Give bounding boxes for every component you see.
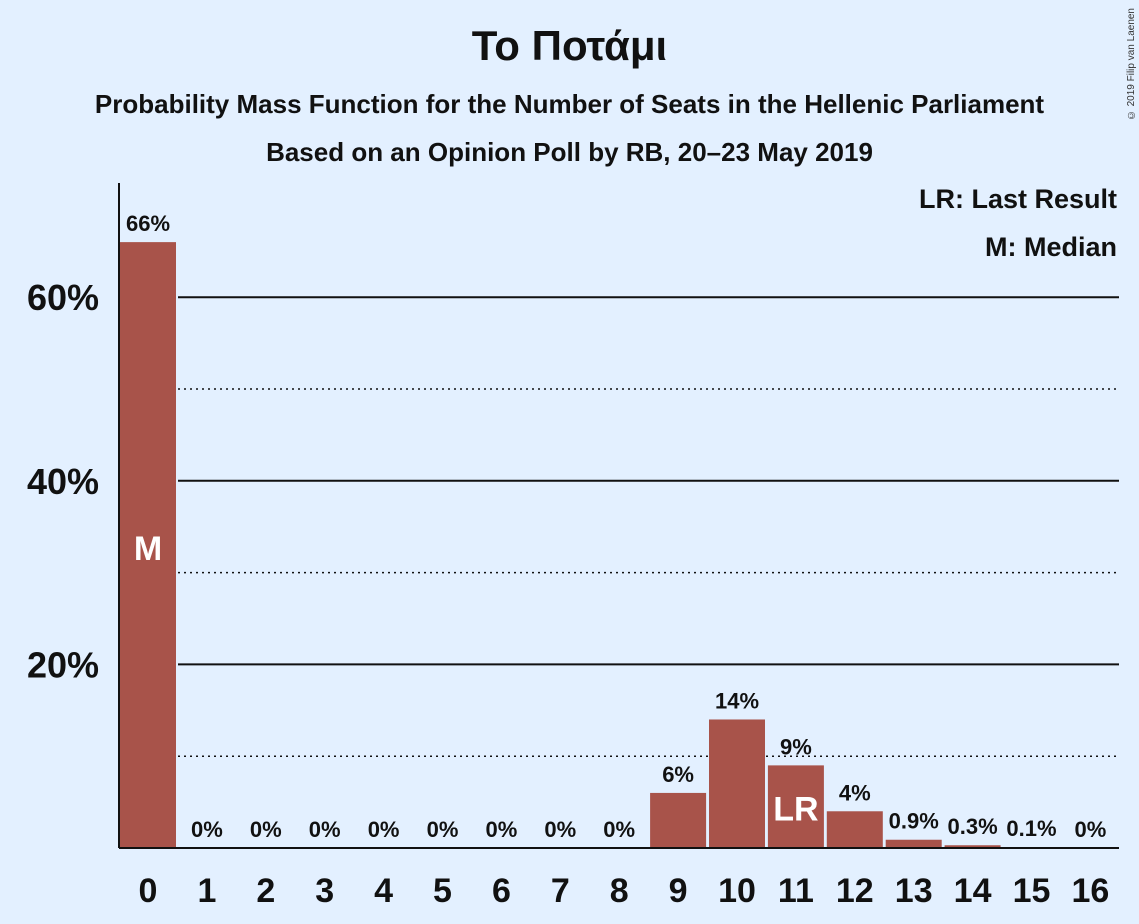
x-tick-label-11: 11 bbox=[778, 872, 814, 910]
x-tick-label-9: 9 bbox=[669, 872, 688, 910]
x-tick-label-2: 2 bbox=[256, 872, 275, 910]
x-tick-label-10: 10 bbox=[718, 872, 756, 910]
x-tick-label-3: 3 bbox=[315, 872, 334, 910]
legend-median: M: Median bbox=[985, 232, 1117, 262]
x-tick-label-12: 12 bbox=[836, 872, 874, 910]
bar-0 bbox=[120, 242, 176, 848]
x-tick-label-16: 16 bbox=[1071, 872, 1109, 910]
bar-value-label-5: 0% bbox=[427, 817, 459, 842]
y-tick-label: 60% bbox=[27, 277, 99, 318]
marker-m: M bbox=[134, 530, 162, 568]
marker-lr: LR bbox=[773, 791, 818, 829]
legend-last-result: LR: Last Result bbox=[918, 184, 1117, 214]
bar-value-label-16: 0% bbox=[1075, 817, 1107, 842]
y-tick-label: 20% bbox=[27, 644, 99, 685]
x-tick-label-0: 0 bbox=[139, 872, 158, 910]
bar-value-label-13: 0.9% bbox=[889, 809, 939, 834]
bar-value-label-14: 0.3% bbox=[948, 814, 998, 839]
x-tick-label-1: 1 bbox=[197, 872, 216, 910]
bar-value-label-9: 6% bbox=[662, 762, 694, 787]
x-tick-label-7: 7 bbox=[551, 872, 570, 910]
chart-subtitle: Probability Mass Function for the Number… bbox=[94, 89, 1045, 119]
x-tick-label-8: 8 bbox=[610, 872, 629, 910]
bar-value-label-7: 0% bbox=[544, 817, 576, 842]
x-tick-label-15: 15 bbox=[1013, 872, 1051, 910]
x-tick-label-6: 6 bbox=[492, 872, 511, 910]
bar-value-label-6: 0% bbox=[486, 817, 518, 842]
bar-10 bbox=[709, 719, 765, 848]
bar-value-label-1: 0% bbox=[191, 817, 223, 842]
bar-9 bbox=[650, 792, 707, 848]
bar-value-label-0: 66% bbox=[126, 211, 170, 236]
bar-value-label-12: 4% bbox=[839, 780, 871, 805]
bar-value-label-8: 0% bbox=[603, 817, 635, 842]
chart-source-note: Based on an Opinion Poll by RB, 20–23 Ma… bbox=[266, 137, 873, 167]
bar-13 bbox=[885, 839, 942, 848]
bar-11 bbox=[767, 765, 824, 848]
bar-value-label-10: 14% bbox=[715, 688, 759, 713]
bar-value-label-11: 9% bbox=[780, 734, 812, 759]
bar-12 bbox=[826, 811, 883, 848]
x-tick-label-13: 13 bbox=[895, 872, 933, 910]
bar-value-label-2: 0% bbox=[250, 817, 282, 842]
chart-title: Το Ποτάμι bbox=[471, 22, 668, 69]
y-tick-label: 40% bbox=[27, 461, 99, 502]
bar-value-label-4: 0% bbox=[368, 817, 400, 842]
x-tick-label-4: 4 bbox=[374, 872, 393, 910]
bar-value-label-15: 0.1% bbox=[1006, 816, 1056, 841]
bar-value-label-3: 0% bbox=[309, 817, 341, 842]
bar-14 bbox=[944, 845, 1001, 848]
x-tick-label-5: 5 bbox=[433, 872, 452, 910]
x-tick-label-14: 14 bbox=[954, 872, 992, 910]
